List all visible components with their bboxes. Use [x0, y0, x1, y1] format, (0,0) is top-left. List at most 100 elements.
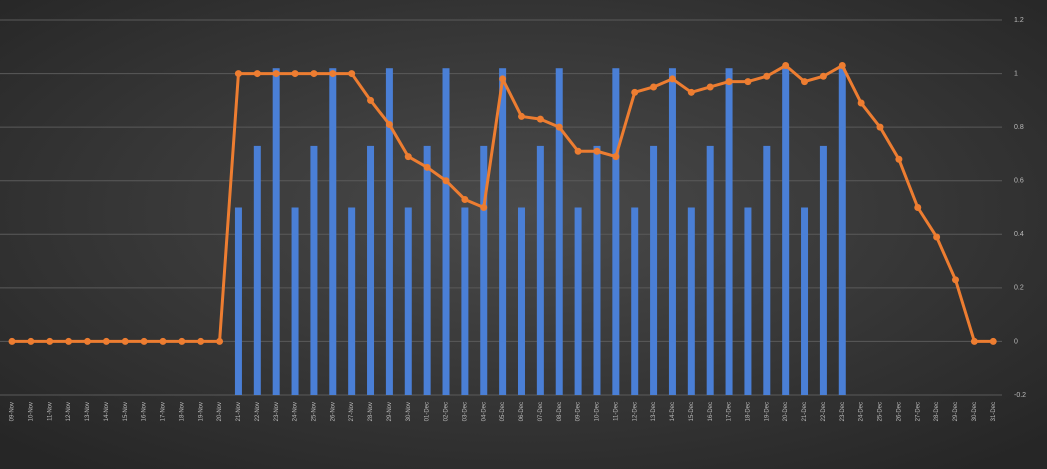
x-tick-label: 09-Nov: [10, 402, 16, 421]
x-tick-label: 26-Nov: [330, 402, 336, 421]
bar: [385, 68, 393, 395]
line-point: [970, 337, 978, 345]
y-tick-label: 0.4: [1014, 231, 1024, 238]
x-tick-label: 25-Nov: [311, 402, 317, 421]
line-point: [83, 337, 91, 345]
bar: [631, 207, 639, 395]
bar: [367, 145, 375, 395]
line-point: [555, 123, 563, 131]
line-point: [291, 70, 299, 78]
bar: [555, 68, 563, 395]
line-point: [650, 83, 658, 91]
x-tick-label: 24-Dec: [859, 402, 865, 421]
bar: [272, 68, 280, 395]
x-tick-label: 19-Dec: [764, 402, 770, 421]
line-point: [687, 88, 695, 96]
x-tick-label: 22-Nov: [255, 402, 261, 421]
line-point: [574, 147, 582, 155]
x-tick-label: 28-Nov: [368, 402, 374, 421]
line-point: [536, 115, 544, 123]
bar: [782, 68, 790, 395]
line-point: [102, 337, 110, 345]
line-point: [461, 195, 469, 203]
line-point: [914, 204, 922, 211]
bar: [461, 207, 469, 395]
x-tick-label: 03-Dec: [462, 402, 468, 421]
line-point: [46, 337, 54, 345]
line-point: [385, 120, 393, 128]
x-tick-label: 19-Nov: [198, 402, 204, 421]
line-point: [706, 83, 714, 91]
bar: [442, 68, 450, 395]
bar: [480, 145, 488, 395]
line-point: [329, 70, 337, 78]
x-tick-label: 21-Nov: [236, 402, 242, 421]
x-tick-label: 15-Dec: [689, 402, 695, 421]
x-tick-label: 17-Dec: [727, 402, 733, 421]
line-point: [876, 123, 884, 131]
bar: [650, 145, 658, 395]
x-tick-label: 12-Dec: [632, 402, 638, 421]
x-tick-label: 26-Dec: [896, 402, 902, 421]
bar: [517, 207, 525, 395]
line-point: [631, 88, 639, 96]
bar: [801, 207, 809, 395]
x-tick-label: 28-Dec: [934, 402, 940, 421]
x-tick-label: 29-Nov: [387, 402, 393, 421]
line-point: [121, 337, 129, 345]
bar: [668, 68, 676, 395]
x-tick-label: 27-Dec: [915, 402, 921, 421]
x-tick-label: 15-Nov: [123, 402, 129, 421]
x-tick-label: 14-Nov: [104, 402, 110, 421]
line-point: [480, 204, 488, 211]
x-tick-label: 16-Nov: [142, 402, 148, 421]
line-point: [933, 233, 941, 241]
bar: [819, 145, 827, 395]
x-tick-label: 27-Nov: [349, 402, 355, 421]
x-tick-label: 02-Dec: [444, 402, 450, 421]
line-point: [253, 70, 261, 78]
x-tick-label: 31-Dec: [991, 402, 997, 421]
y-tick-label: -0.2: [1014, 392, 1026, 399]
x-tick-label: 11-Dec: [613, 402, 619, 421]
y-tick-label: 0.8: [1014, 124, 1024, 131]
x-tick-label: 12-Nov: [66, 402, 72, 421]
x-tick-label: 30-Dec: [972, 402, 978, 421]
y-tick-label: 0.6: [1014, 178, 1024, 185]
line-point: [593, 147, 601, 155]
line-point: [819, 72, 827, 80]
bar: [593, 145, 601, 395]
bar: [687, 207, 695, 395]
bar: [499, 68, 507, 395]
bar: [536, 145, 544, 395]
x-tick-label: 20-Dec: [783, 402, 789, 421]
line-point: [159, 337, 167, 345]
line-point: [989, 337, 997, 345]
x-tick-label: 01-Dec: [425, 402, 431, 421]
bar: [423, 145, 431, 395]
line-point: [197, 337, 205, 345]
x-tick-label: 11-Nov: [47, 402, 53, 421]
x-tick-label: 05-Dec: [500, 402, 506, 421]
line-point: [838, 62, 846, 70]
line-point: [65, 337, 73, 345]
line-point: [763, 72, 771, 80]
line-point: [857, 99, 865, 107]
bar: [763, 145, 771, 395]
x-tick-label: 18-Nov: [179, 402, 185, 421]
line-point: [517, 112, 525, 120]
bar: [838, 68, 846, 395]
x-tick-label: 20-Nov: [217, 402, 223, 421]
bar: [404, 207, 412, 395]
x-tick-label: 29-Dec: [953, 402, 959, 421]
bar: [329, 68, 337, 395]
bar: [234, 207, 242, 395]
x-tick-label: 21-Dec: [802, 402, 808, 421]
x-tick-label: 23-Dec: [840, 402, 846, 421]
line-point: [140, 337, 148, 345]
bar: [725, 68, 733, 395]
line-point: [348, 70, 356, 78]
y-tick-label: 0: [1014, 338, 1018, 345]
line-point: [423, 163, 431, 171]
